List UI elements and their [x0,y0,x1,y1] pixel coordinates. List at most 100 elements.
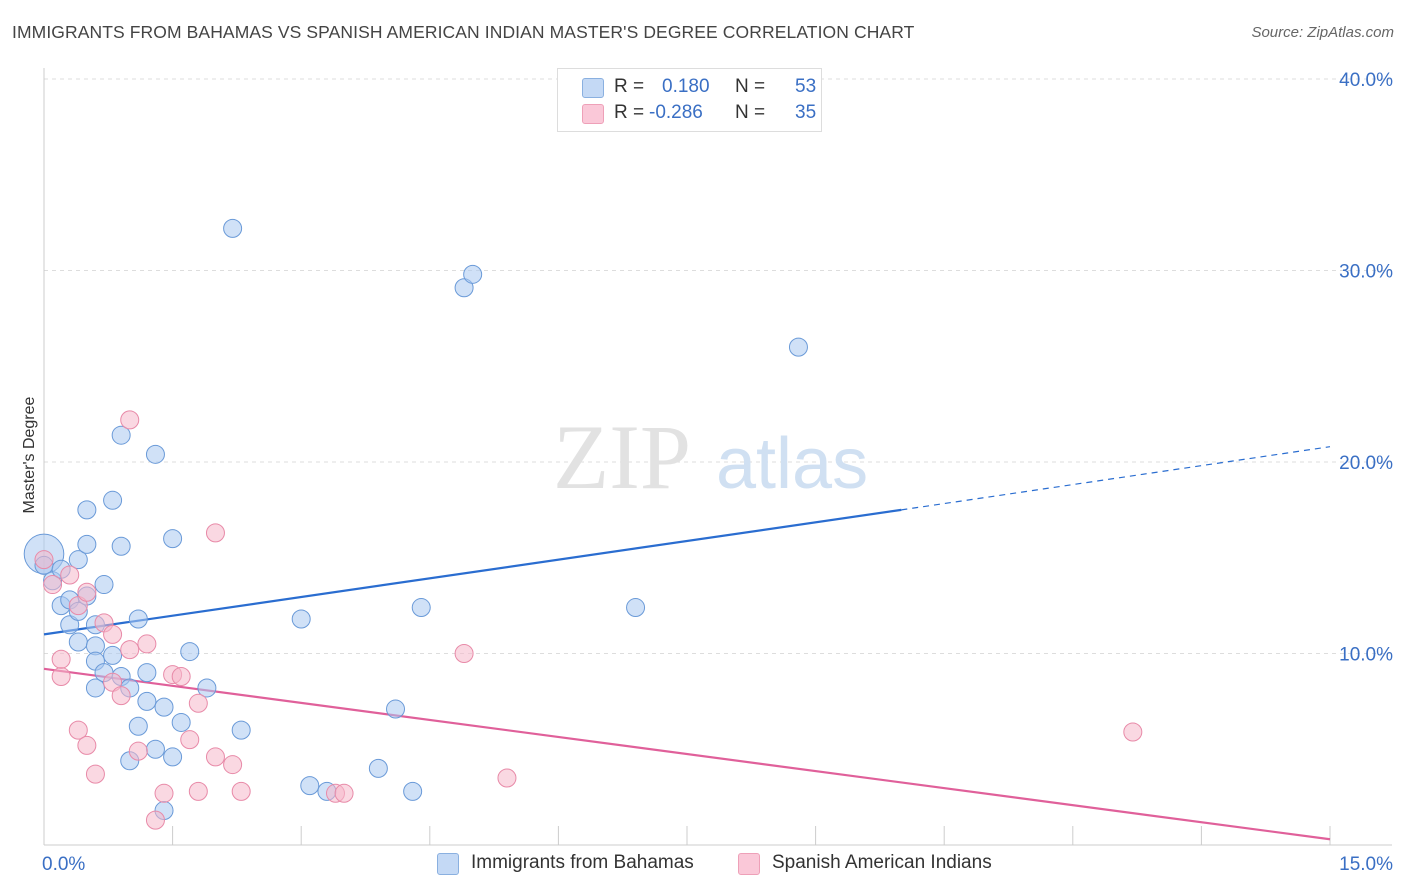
point-spanish-american-indians [103,672,123,692]
trend-line-spanish-american-indians [43,667,1331,841]
watermark-zip: ZIP [553,406,691,508]
point-bahamas [411,598,431,618]
point-spanish-american-indians [188,781,208,801]
point-spanish-american-indians [60,565,80,585]
point-bahamas [403,781,423,801]
point-bahamas [386,699,406,719]
legend-r-value-spanish: -0.286 [649,102,703,123]
point-spanish-american-indians [1123,722,1143,742]
point-bahamas [137,691,157,711]
point-spanish-american-indians [223,755,243,775]
gridlines [44,78,1392,654]
point-bahamas [68,550,88,570]
y-tick-label: 10.0% [1339,645,1393,666]
point-spanish-american-indians [154,783,174,803]
point-bahamas [111,536,131,556]
point-bahamas [94,575,114,595]
point-bahamas [111,425,131,445]
point-bahamas [171,712,191,732]
point-spanish-american-indians [68,596,88,616]
correlation-legend: R = 0.180 N = 53 R = -0.286 N = 35 [557,68,822,132]
point-bahamas [454,278,474,298]
y-tick-label: 30.0% [1339,262,1393,283]
point-spanish-american-indians [34,550,54,570]
point-bahamas [137,663,157,683]
point-spanish-american-indians [180,730,200,750]
point-spanish-american-indians [77,735,97,755]
point-spanish-american-indians [68,720,88,740]
point-bahamas [145,739,165,759]
point-spanish-american-indians [171,666,191,686]
axes [43,68,1392,846]
legend-r-value-bahamas: 0.180 [662,76,710,97]
source-credit: Source: ZipAtlas.com [1251,24,1394,41]
point-bahamas [291,609,311,629]
point-spanish-american-indians [120,410,140,430]
point-spanish-american-indians [454,644,474,663]
watermark-atlas: atlas [716,424,868,504]
y-tick-label: 20.0% [1339,453,1393,474]
point-bahamas [300,776,320,796]
bottom-legend-label-spanish: Spanish American Indians [772,852,992,873]
legend-n-value-spanish: 35 [795,102,817,123]
point-spanish-american-indians [205,747,225,767]
y-axis-label: Master's Degree [21,396,38,513]
bottom-legend-swatch-blue [437,853,459,875]
trend-line-bahamas-extension [901,446,1331,511]
point-bahamas [368,758,388,778]
point-bahamas [77,500,97,520]
trend-line-bahamas [43,508,902,636]
legend-r-label: R = [614,76,645,97]
x-tick-label: 0.0% [42,854,85,875]
trend-lines [43,446,1331,841]
point-bahamas [77,534,97,554]
point-spanish-american-indians [231,781,251,801]
point-spanish-american-indians [85,764,105,784]
legend-n-label: N = [735,76,766,97]
legend-swatch-pink [582,104,604,124]
y-tick-label: 40.0% [1339,70,1393,91]
point-bahamas [85,678,105,698]
point-spanish-american-indians [128,741,148,761]
point-spanish-american-indians [137,634,157,654]
point-bahamas [231,720,251,740]
point-spanish-american-indians [43,575,63,595]
legend-r-label: R = [614,102,645,123]
point-bahamas [103,490,123,510]
point-bahamas [145,444,165,464]
point-bahamas [128,716,148,736]
point-bahamas [163,529,183,549]
point-bahamas [223,218,243,238]
point-bahamas [154,697,174,717]
legend-n-value-bahamas: 53 [795,76,817,97]
chart-title: IMMIGRANTS FROM BAHAMAS VS SPANISH AMERI… [12,22,915,42]
tick-labels: 10.0% 20.0% 30.0% 40.0% 0.0% 15.0% [42,70,1393,875]
point-spanish-american-indians [103,624,123,644]
point-bahamas [788,337,808,357]
legend-swatch-blue [582,78,604,98]
point-bahamas [103,645,123,665]
x-tick-label: 15.0% [1339,854,1393,875]
data-points [23,218,1143,830]
point-spanish-american-indians [188,693,208,713]
point-spanish-american-indians [51,666,71,686]
point-spanish-american-indians [77,582,97,602]
point-spanish-american-indians [51,649,71,669]
point-bahamas [68,632,88,652]
point-spanish-american-indians [120,640,140,660]
point-spanish-american-indians [205,523,225,543]
point-bahamas [163,747,183,767]
point-bahamas [626,598,646,618]
bottom-legend-label-bahamas: Immigrants from Bahamas [471,852,694,873]
point-bahamas [197,678,217,698]
point-spanish-american-indians [334,783,354,803]
point-bahamas [180,642,200,662]
point-bahamas [463,264,483,284]
point-bahamas [128,609,148,629]
point-bahamas [60,615,80,635]
point-spanish-american-indians [145,810,165,830]
bottom-legend-swatch-pink [738,853,760,875]
legend-n-label: N = [735,102,766,123]
point-spanish-american-indians [497,768,517,788]
